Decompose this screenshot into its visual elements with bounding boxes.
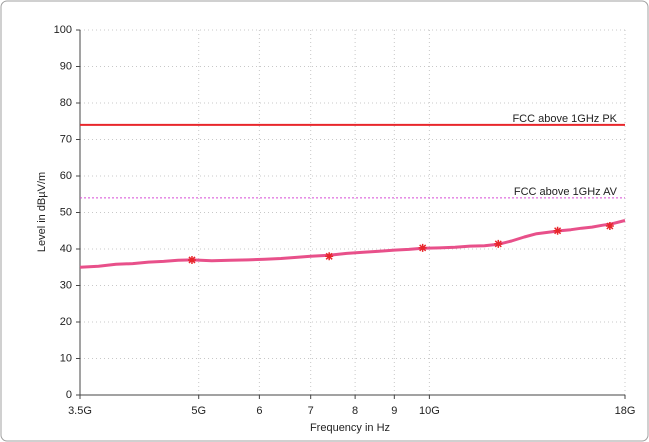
- marker: [494, 239, 503, 248]
- y-tick-label: 60: [60, 170, 72, 182]
- y-tick-label: 90: [60, 60, 72, 72]
- y-tick-label: 50: [60, 206, 72, 218]
- y-tick-label: 100: [54, 24, 72, 36]
- limit-label: FCC above 1GHz PK: [512, 113, 617, 125]
- y-tick-label: 40: [60, 243, 72, 255]
- x-tick-label: 10G: [419, 405, 440, 417]
- marker: [325, 252, 334, 261]
- y-tick-label: 30: [60, 279, 72, 291]
- x-tick-label: 18G: [615, 405, 636, 417]
- marker: [187, 255, 196, 264]
- limit-label: FCC above 1GHz AV: [514, 186, 618, 198]
- y-tick-label: 70: [60, 133, 72, 145]
- y-tick-label: 10: [60, 352, 72, 364]
- marker: [418, 243, 427, 252]
- x-tick-label: 5G: [191, 405, 206, 417]
- x-tick-label: 6: [256, 405, 262, 417]
- y-tick-label: 0: [66, 389, 72, 401]
- y-axis-label: Level in dBµV/m: [36, 172, 48, 252]
- x-axis-label: Frequency in Hz: [310, 422, 390, 434]
- marker: [553, 226, 562, 235]
- x-tick-label: 8: [352, 405, 358, 417]
- x-tick-label: 7: [308, 405, 314, 417]
- x-tick-label: 3.5G: [68, 405, 92, 417]
- y-tick-label: 20: [60, 316, 72, 328]
- y-tick-label: 80: [60, 97, 72, 109]
- marker: [605, 222, 614, 231]
- x-tick-label: 9: [391, 405, 397, 417]
